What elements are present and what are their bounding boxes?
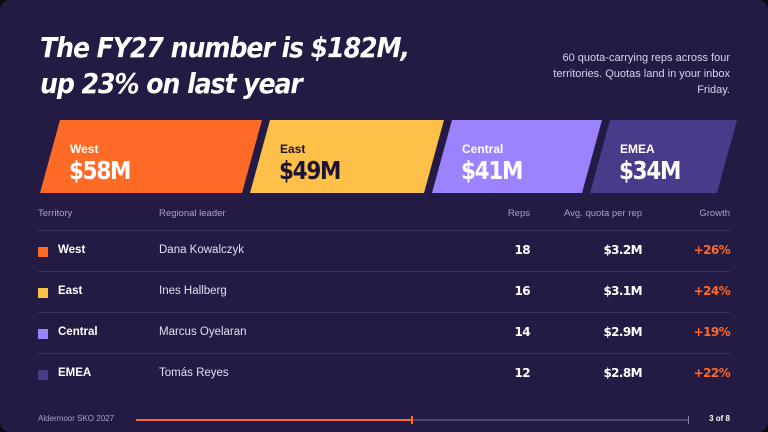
row-reps: 16: [514, 284, 531, 298]
band-west: West $58M: [40, 120, 262, 193]
footer-brand: Aldermoor SKO 2027: [38, 414, 115, 423]
band-central: Central $41M: [432, 120, 602, 193]
headline-line-1: The FY27 number is $182M,: [40, 31, 410, 64]
table-row: Central Marcus Oyelaran 14 $2.9M +19%: [38, 312, 731, 353]
row-growth: +19%: [693, 325, 731, 339]
band-emea-name: EMEA: [620, 142, 655, 156]
band-east-name: East: [280, 142, 306, 156]
header-territory: Territory: [38, 208, 73, 219]
row-reps: 14: [514, 325, 531, 339]
row-territory: West: [58, 244, 86, 256]
row-growth: +22%: [693, 366, 731, 380]
row-growth: +24%: [693, 284, 731, 298]
row-territory: East: [58, 285, 83, 297]
row-reps: 12: [514, 366, 531, 380]
table-row: East Ines Hallberg 16 $3.1M +24%: [38, 271, 731, 312]
row-quota: $2.9M: [603, 325, 642, 339]
band-emea-value: $34M: [619, 156, 681, 185]
swatch-west: [38, 247, 48, 257]
progress-knob[interactable]: [411, 416, 413, 424]
progress-fill: [136, 419, 412, 421]
header-reps: Reps: [507, 208, 530, 219]
row-leader: Ines Hallberg: [159, 285, 227, 297]
band-emea: EMEA $34M: [590, 120, 737, 193]
swatch-emea: [38, 370, 48, 380]
row-quota: $2.8M: [603, 366, 642, 380]
header-leader: Regional leader: [159, 208, 226, 219]
band-west-name: West: [70, 142, 99, 156]
row-reps: 18: [514, 243, 531, 257]
progress-end-tick: [688, 416, 689, 424]
band-central-name: Central: [462, 142, 504, 156]
row-growth: +26%: [693, 243, 731, 257]
header-growth: Growth: [699, 208, 730, 219]
band-central-value: $41M: [461, 156, 523, 185]
headline-line-2: up 23% on last year: [40, 67, 303, 100]
swatch-east: [38, 288, 48, 298]
row-leader: Dana Kowalczyk: [159, 244, 245, 256]
swatch-central: [38, 329, 48, 339]
table-header: Territory Regional leader Reps Avg. quot…: [38, 208, 730, 230]
subhead: 60 quota-carrying reps across four terri…: [553, 52, 730, 96]
footer: Aldermoor SKO 2027 3 of 8: [38, 414, 730, 426]
row-quota: $3.2M: [603, 243, 642, 257]
row-territory: Central: [58, 326, 98, 338]
table-row: EMEA Tomás Reyes 12 $2.8M +22%: [38, 353, 731, 394]
row-leader: Marcus Oyelaran: [159, 326, 247, 338]
row-quota: $3.1M: [603, 284, 642, 298]
band-east: East $49M: [250, 120, 444, 193]
table-row: West Dana Kowalczyk 18 $3.2M +26%: [38, 230, 731, 271]
page-indicator: 3 of 8: [709, 414, 730, 423]
header-quota: Avg. quota per rep: [564, 208, 642, 219]
band-west-value: $58M: [69, 156, 131, 185]
band-east-value: $49M: [279, 156, 341, 185]
row-territory: EMEA: [58, 367, 92, 379]
headline: The FY27 number is $182M, up 23% on last…: [40, 30, 410, 102]
progress-track[interactable]: [136, 416, 689, 424]
row-leader: Tomás Reyes: [159, 367, 229, 379]
